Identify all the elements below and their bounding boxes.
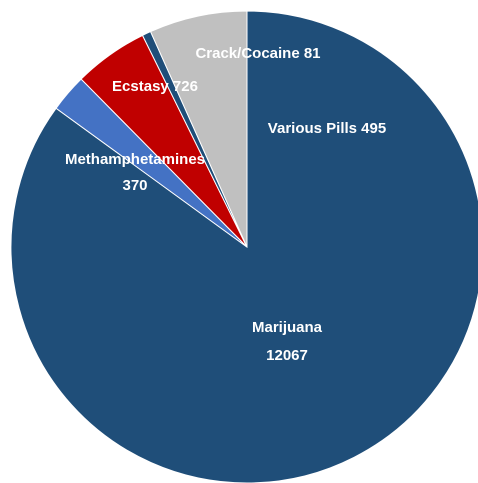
- pie-slices: [10, 10, 478, 483]
- label-methamphetamines-value: 370: [122, 177, 147, 194]
- label-marijuana-value: 12067: [266, 347, 308, 364]
- label-ecstasy: Ecstasy 726: [112, 78, 198, 95]
- label-various-pills: Various Pills 495: [268, 120, 386, 137]
- pie-labels: Crack/Cocaine 81 Various Pills 495 Marij…: [65, 45, 386, 364]
- pie-slice-marijuana: [10, 10, 478, 483]
- pie-slice-crack-cocaine: [149, 10, 248, 248]
- label-methamphetamines-name: Methamphetamines: [65, 151, 205, 168]
- label-marijuana-name: Marijuana: [252, 319, 323, 336]
- label-crack-cocaine: Crack/Cocaine 81: [195, 45, 320, 62]
